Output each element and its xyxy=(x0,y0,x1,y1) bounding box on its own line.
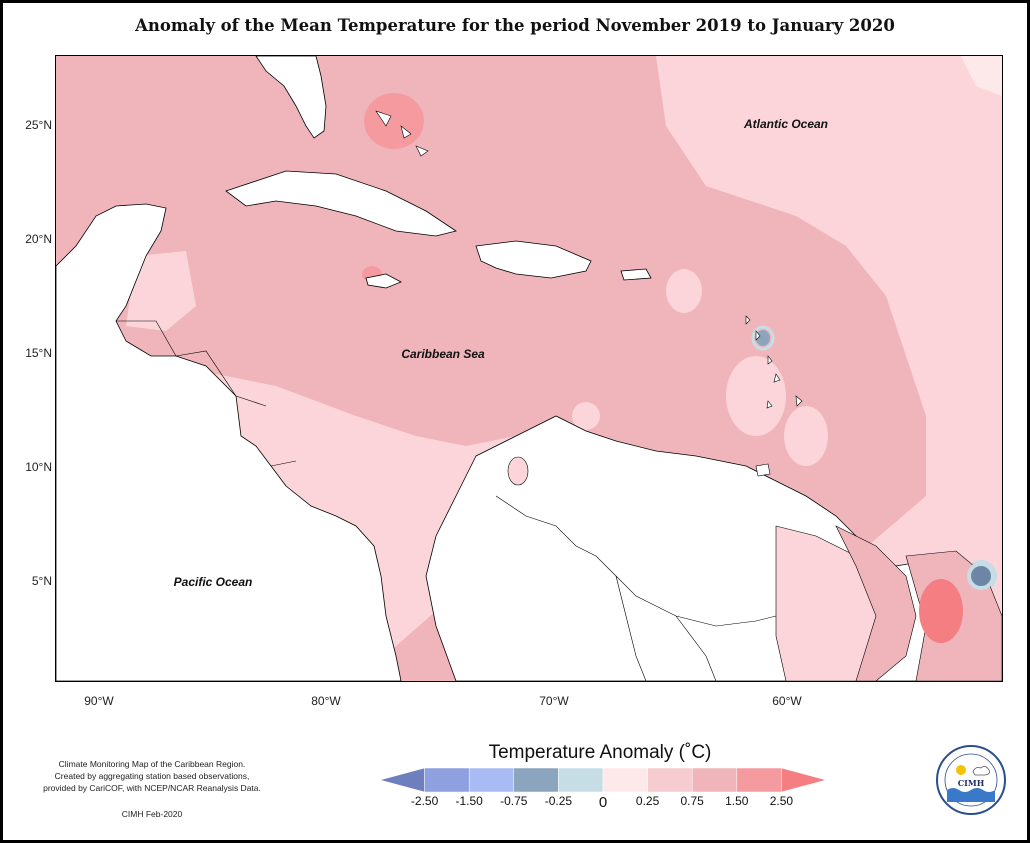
legend-tick-label: 2.50 xyxy=(769,794,794,808)
legend-colorbar xyxy=(380,767,827,793)
wave-icon xyxy=(947,788,995,802)
legend-swatch-9 xyxy=(781,767,827,793)
legend-tick-label: -1.50 xyxy=(455,794,483,808)
lat-label-25n: 25°N xyxy=(25,118,52,132)
lat-label-10n: 10°N xyxy=(25,460,52,474)
lon-label-80w: 80°W xyxy=(311,694,341,708)
lon-label-70w: 70°W xyxy=(539,694,569,708)
lon-label-90w: 90°W xyxy=(84,694,114,708)
bahamas xyxy=(375,110,429,157)
anomaly-band-0-0.25 xyxy=(961,56,1002,96)
anomaly-hotspot-bahamas xyxy=(364,93,424,149)
legend-swatch-5 xyxy=(602,767,648,793)
legend-tick-label: 0.75 xyxy=(680,794,704,808)
credits-block: Climate Monitoring Map of the Caribbean … xyxy=(22,758,282,820)
florida xyxy=(255,56,327,139)
central-america xyxy=(56,203,402,681)
anomaly-coolspot-coast xyxy=(967,562,995,590)
anomaly-patch-pr xyxy=(666,269,702,313)
lat-label-20n: 20°N xyxy=(25,232,52,246)
lat-label-15n: 15°N xyxy=(25,346,52,360)
credits-line-2: Created by aggregating station based obs… xyxy=(54,771,250,781)
legend-tick-label: -0.75 xyxy=(500,794,528,808)
anomaly-band-0.25-0.75-atlantic xyxy=(656,56,1002,681)
lat-label-5n: 5°N xyxy=(31,574,52,588)
caribbean-sea-label: Caribbean Sea xyxy=(401,347,485,361)
atlantic-ocean-label: Atlantic Ocean xyxy=(743,117,828,131)
trinidad xyxy=(755,463,771,477)
legend-tick-label: -0.25 xyxy=(544,794,573,808)
legend-title: Temperature Anomaly (˚C) xyxy=(488,742,712,763)
anomaly-patch-antilles-2 xyxy=(784,406,828,466)
legend-swatch-4 xyxy=(558,767,604,793)
legend-tick-label: 1.50 xyxy=(725,794,749,808)
lon-label-60w: 60°W xyxy=(772,694,802,708)
anomaly-patch-antilles xyxy=(726,356,786,436)
legend-tick-label: 0.25 xyxy=(635,794,660,808)
sun-icon xyxy=(956,765,966,775)
central-america-borders xyxy=(116,320,297,467)
lesser-antilles xyxy=(745,315,803,409)
legend-swatch-2 xyxy=(468,767,515,793)
cloud-icon xyxy=(972,766,990,776)
lake-maracaibo xyxy=(507,456,529,486)
legend-swatch-7 xyxy=(691,767,738,793)
anomaly-coolspot-guadeloupe xyxy=(756,330,770,346)
anomaly-hotspot-french-guiana xyxy=(919,579,963,643)
pacific-ocean-label: Pacific Ocean xyxy=(174,575,253,589)
anomaly-patch-aruba xyxy=(572,402,600,430)
suriname-region xyxy=(835,525,917,681)
anomaly-band-central-america xyxy=(126,251,196,331)
anomaly-coolspot-ring xyxy=(751,325,775,351)
legend-swatch-6 xyxy=(647,767,693,793)
legend-swatch-3 xyxy=(513,767,559,793)
hispaniola xyxy=(475,240,592,279)
puerto-rico xyxy=(620,268,652,281)
map-canvas[interactable]: Atlantic Ocean Caribbean Sea Pacific Oce… xyxy=(56,56,1002,681)
logo-text: CIMH xyxy=(958,778,985,788)
credits-line-3: provided by CariCOF, with NCEP/NCAR Rean… xyxy=(43,783,261,793)
credits-stamp: CIMH Feb-2020 xyxy=(121,809,183,819)
map-title: Anomaly of the Mean Temperature for the … xyxy=(135,16,895,35)
south-america-borders xyxy=(495,495,777,681)
legend-swatch-8 xyxy=(736,767,782,793)
legend-swatch-0 xyxy=(380,767,425,793)
cuba xyxy=(225,170,457,237)
jamaica xyxy=(365,273,402,289)
legend-tick-label: -2.50 xyxy=(410,794,439,808)
legend-swatch-1 xyxy=(424,767,470,793)
cimh-logo: CIMH xyxy=(936,745,1006,815)
map-panel[interactable]: Atlantic Ocean Caribbean Sea Pacific Oce… xyxy=(55,55,1003,682)
credits-line-1: Climate Monitoring Map of the Caribbean … xyxy=(58,759,246,769)
legend-tick-label: 0 xyxy=(598,794,608,811)
